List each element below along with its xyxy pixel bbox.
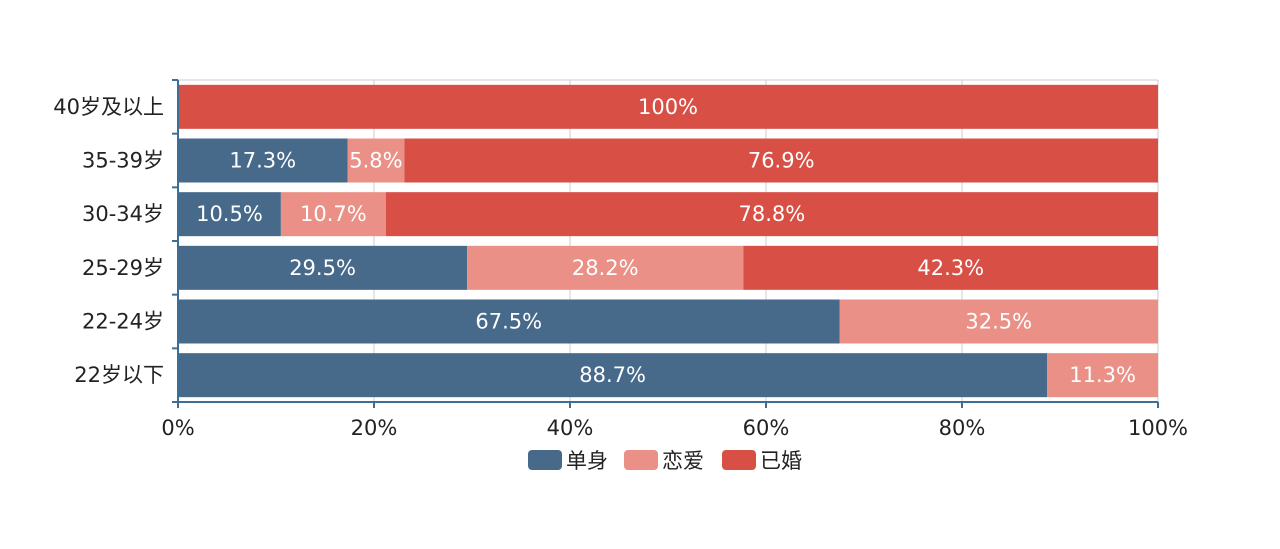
- data-label: 78.8%: [739, 202, 806, 226]
- data-label: 32.5%: [965, 310, 1032, 334]
- data-label: 29.5%: [289, 256, 356, 280]
- legend-swatch: [528, 450, 562, 470]
- grid-lines: [177, 79, 1159, 402]
- y-category-label: 22岁以下: [74, 363, 164, 387]
- bar-segment: [347, 138, 405, 183]
- data-label: 42.3%: [917, 256, 984, 280]
- x-tick-label: 100%: [1128, 416, 1188, 440]
- legend-label: 已婚: [760, 449, 802, 473]
- data-label: 100%: [638, 95, 698, 119]
- data-label: 11.3%: [1069, 363, 1136, 387]
- bar-segment: [178, 245, 468, 290]
- legend-swatch: [722, 450, 756, 470]
- legend: 单身 恋爱 已婚: [528, 449, 802, 473]
- x-tick-label: 80%: [939, 416, 986, 440]
- data-label: 88.7%: [579, 363, 646, 387]
- data-label: 5.8%: [349, 149, 402, 173]
- data-label: 10.7%: [300, 202, 367, 226]
- bar-segment: [743, 245, 1158, 290]
- legend-label: 恋爱: [662, 449, 704, 473]
- data-label: 10.5%: [196, 202, 263, 226]
- data-label: 28.2%: [572, 256, 639, 280]
- legend-label: 单身: [566, 449, 608, 473]
- bar-segment: [178, 84, 1158, 129]
- x-tick-label: 40%: [547, 416, 594, 440]
- data-label: 17.3%: [229, 149, 296, 173]
- bar-segment: [385, 192, 1158, 237]
- data-label: 76.9%: [748, 149, 815, 173]
- bar-segment: [178, 192, 281, 237]
- legend-swatch: [624, 450, 658, 470]
- bar-segment: [178, 353, 1048, 398]
- y-category-label: 35-39岁: [82, 149, 164, 173]
- bar-segment: [467, 245, 744, 290]
- bars: 100% 17.3% 5.8% 76.9% 10.5% 10.7% 78.8% 29.5% 28…: [178, 84, 1158, 398]
- x-tick-label: 0%: [161, 416, 194, 440]
- bar-segment: [280, 192, 386, 237]
- y-category-label: 30-34岁: [82, 202, 164, 226]
- bar-segment: [1047, 353, 1158, 398]
- bar-segment: [178, 138, 348, 183]
- axes: [172, 79, 1159, 408]
- y-category-label: 25-29岁: [82, 256, 164, 280]
- y-category-label: 40岁及以上: [53, 95, 164, 119]
- x-tick-label: 60%: [743, 416, 790, 440]
- bar-segment: [839, 299, 1158, 344]
- tick-labels: 0% 20% 40% 60% 80% 100% 40岁及以上 35-39岁 30-34岁 25-2…: [53, 95, 1188, 440]
- bar-segment: [404, 138, 1158, 183]
- y-category-label: 22-24岁: [82, 310, 164, 334]
- data-label: 67.5%: [475, 310, 542, 334]
- x-tick-label: 20%: [351, 416, 398, 440]
- bar-segment: [178, 299, 840, 344]
